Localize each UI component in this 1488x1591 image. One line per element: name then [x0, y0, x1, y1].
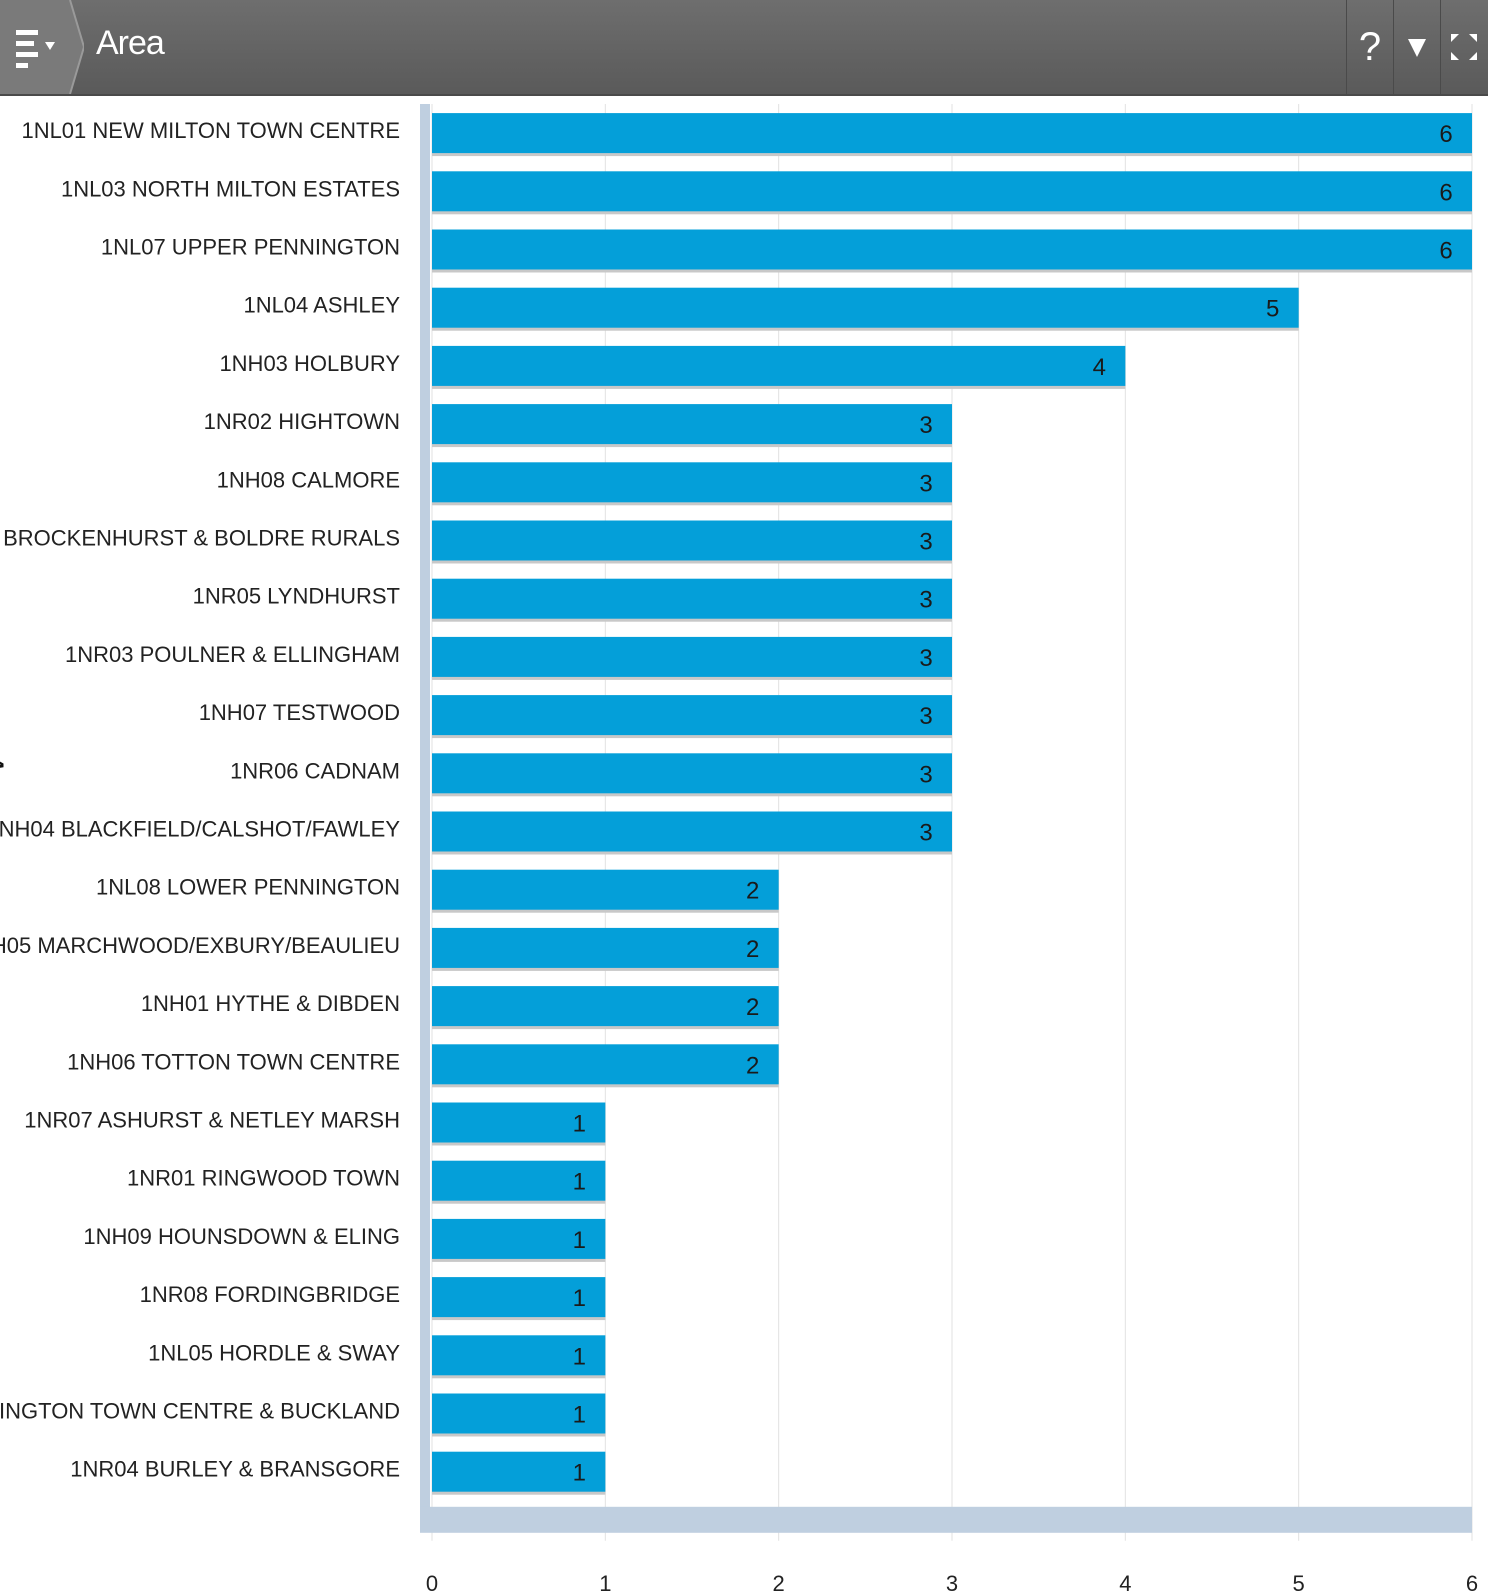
bar: [432, 520, 952, 561]
bar-value-label: 3: [919, 761, 932, 788]
category-label: 1NL04 ASHLEY: [243, 293, 400, 318]
bar-value-label: 2: [746, 878, 759, 905]
category-labels: 1NL01 NEW MILTON TOWN CENTRE 1NL03 NORTH …: [0, 118, 400, 1482]
bar-value-label: 2: [746, 1052, 759, 1079]
filter-triangle-icon: [1408, 39, 1426, 57]
bar-value-label: 3: [919, 470, 932, 497]
x-tick-label: 4: [1119, 1571, 1131, 1591]
menu-button[interactable]: [0, 0, 64, 94]
category-label: 1NH07 TESTWOOD: [199, 700, 400, 725]
bar: [432, 811, 952, 852]
category-axis-strip: [420, 104, 1472, 1533]
category-label: 1NR02 HIGHTOWN: [204, 409, 400, 434]
bar-value-label: 6: [1439, 179, 1452, 206]
category-label: 1NL09 BROCKENHURST & BOLDRE RURALS: [0, 526, 400, 551]
bar-value-label: 2: [746, 936, 759, 963]
bar-value-label: 1: [573, 1343, 586, 1370]
category-label: 1NR03 POULNER & ELLINGHAM: [65, 642, 400, 667]
page-title: Area: [96, 24, 165, 62]
bar: [432, 113, 1472, 154]
bar: [432, 986, 779, 1027]
x-tick-label: 5: [1293, 1571, 1305, 1591]
category-label: 1NL06 LYMINGTON TOWN CENTRE & BUCKLAND: [0, 1399, 400, 1424]
bar: [432, 171, 1472, 212]
category-label: 1NH01 HYTHE & DIBDEN: [141, 991, 400, 1016]
bar-value-label: 1: [573, 1402, 586, 1429]
bar-value-label: 5: [1266, 296, 1279, 323]
category-label: 1NL01 NEW MILTON TOWN CENTRE: [21, 118, 400, 143]
category-label: 1NR07 ASHURST & NETLEY MARSH: [24, 1108, 400, 1133]
category-label: 1NH05 MARCHWOOD/EXBURY/BEAULIEU: [0, 933, 400, 958]
bar: [432, 1160, 606, 1201]
bar: [432, 1335, 606, 1376]
bar: [432, 753, 952, 794]
bar-value-label: 6: [1439, 238, 1452, 265]
bar-value-label: 1: [573, 1111, 586, 1138]
x-tick-label: 0: [426, 1571, 438, 1591]
expand-arrows-icon: [1451, 34, 1477, 60]
bar-value-label: 2: [746, 994, 759, 1021]
category-label: 1NR08 FORDINGBRIDGE: [140, 1282, 400, 1307]
bar: [432, 462, 952, 503]
bar: [432, 869, 779, 910]
chart-header: Area ?: [0, 0, 1488, 96]
category-label: 1NH06 TOTTON TOWN CENTRE: [67, 1049, 400, 1074]
bar: [432, 1044, 779, 1085]
category-label: 1NH03 HOLBURY: [219, 351, 400, 376]
bar-value-label: 3: [919, 529, 932, 556]
help-button[interactable]: ?: [1346, 0, 1393, 94]
scroll-band: [420, 1506, 1472, 1533]
x-axis-ticks: 0 1 2 3 4 5 6: [426, 1571, 1478, 1591]
category-label: 1NR06 CADNAM: [230, 758, 400, 783]
bar-series: 6 6 6 5 4 3 3 3 3 3 3 3 3 2 2 2 2 1 1 1 1 1 1 1: [432, 113, 1472, 1495]
bar: [432, 229, 1472, 270]
bar: [432, 636, 952, 677]
bar: [432, 1218, 606, 1259]
bar: [432, 1102, 606, 1143]
category-label: 1NH08 CALMORE: [217, 467, 400, 492]
x-tick-label: 6: [1466, 1571, 1478, 1591]
category-label: 1NR01 RINGWOOD TOWN: [127, 1166, 400, 1191]
bar-chart: 6 6 6 5 4 3 3 3 3 3 3 3 3 2 2 2 2 1 1 1 1 1 1 1 1NL01 NEW MILTO…: [0, 104, 1478, 1591]
x-tick-label: 3: [946, 1571, 958, 1591]
bar-value-label: 4: [1093, 354, 1106, 381]
category-label: 1NL05 HORDLE & SWAY: [148, 1340, 400, 1365]
bar: [432, 1277, 606, 1318]
bar-value-label: 3: [919, 412, 932, 439]
bar: [432, 287, 1299, 328]
bar: [432, 578, 952, 619]
bar-value-label: 3: [919, 703, 932, 730]
category-label: 1NR04 BURLEY & BRANSGORE: [70, 1457, 400, 1482]
menu-lines-icon: [16, 30, 55, 68]
bar-value-label: 1: [573, 1169, 586, 1196]
category-label: 1NH04 BLACKFIELD/CALSHOT/FAWLEY: [0, 817, 400, 842]
breadcrumb-chevron-icon: [64, 0, 84, 94]
bar-value-label: 3: [919, 587, 932, 614]
expand-button[interactable]: [1440, 0, 1487, 94]
bar-value-label: 1: [573, 1460, 586, 1487]
category-label: 1NR05 LYNDHURST: [193, 584, 400, 609]
bar-value-label: 3: [919, 645, 932, 672]
bar: [432, 1393, 606, 1434]
x-tick-label: 1: [599, 1571, 611, 1591]
bar: [432, 695, 952, 736]
category-label: 1NL08 LOWER PENNINGTON: [96, 875, 400, 900]
category-label: 1NH09 HOUNSDOWN & ELING: [83, 1224, 400, 1249]
x-tick-label: 2: [773, 1571, 785, 1591]
category-axis-band: [420, 104, 430, 1509]
bar-value-label: 1: [573, 1285, 586, 1312]
bar-value-label: 6: [1439, 121, 1452, 148]
bar-value-label: 1: [573, 1227, 586, 1254]
filter-button[interactable]: [1393, 0, 1440, 94]
bar: [432, 345, 1126, 386]
bar: [432, 1451, 606, 1492]
bar: [432, 927, 779, 968]
category-label: 1NL03 NORTH MILTON ESTATES: [61, 176, 400, 201]
bar: [432, 404, 952, 445]
category-label: 1NL07 UPPER PENNINGTON: [101, 235, 400, 260]
bar-value-label: 3: [919, 820, 932, 847]
